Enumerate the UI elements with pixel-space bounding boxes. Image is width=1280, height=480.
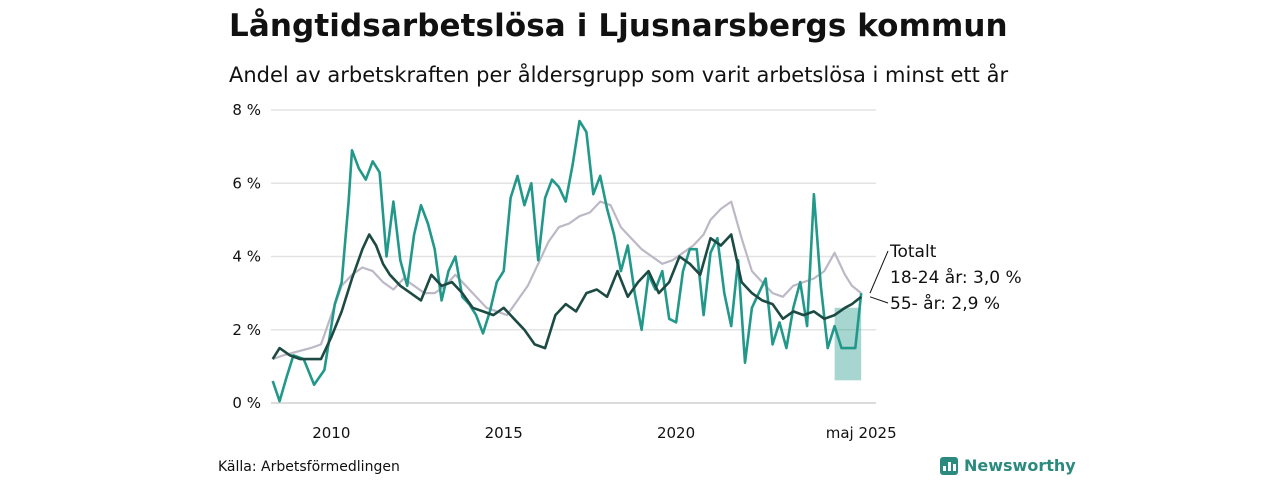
brand-name: Newsworthy	[964, 456, 1076, 475]
x-axis-ticks: 2010 2015 2020 maj 2025	[312, 424, 896, 442]
brand-logo: Newsworthy	[940, 456, 1076, 475]
y-tick-label: 4 %	[232, 248, 261, 266]
y-tick-label: 8 %	[232, 101, 261, 119]
bar-chart-icon	[940, 456, 958, 475]
y-tick-label: 0 %	[232, 394, 261, 412]
y-tick-label: 6 %	[232, 174, 261, 192]
y-axis-ticks: 0 % 2 % 4 % 6 % 8 %	[232, 101, 261, 412]
series-label: 55- år: 2,9 %	[890, 293, 1000, 314]
series-lines	[271, 119, 863, 403]
gridlines	[271, 109, 876, 404]
source-note: Källa: Arbetsförmedlingen	[218, 459, 400, 475]
series-line	[271, 119, 863, 403]
chart-subtitle: Andel av arbetskraften per åldersgrupp s…	[229, 63, 1009, 87]
y-tick-label: 2 %	[232, 321, 261, 339]
x-tick-label: 2015	[485, 424, 523, 442]
label-leader	[869, 250, 889, 294]
x-tick-label: 2010	[312, 424, 350, 442]
chart-title: Långtidsarbetslösa i Ljusnarsbergs kommu…	[229, 8, 1008, 44]
series-labels: Totalt 18-24 år: 3,0 % 55- år: 2,9 %	[869, 242, 1022, 314]
x-tick-label: 2020	[657, 424, 695, 442]
series-label: Totalt	[889, 242, 937, 262]
x-tick-label: maj 2025	[826, 424, 897, 442]
series-label: 18-24 år: 3,0 %	[890, 267, 1022, 288]
series-line	[271, 233, 863, 361]
label-leader	[869, 296, 889, 304]
